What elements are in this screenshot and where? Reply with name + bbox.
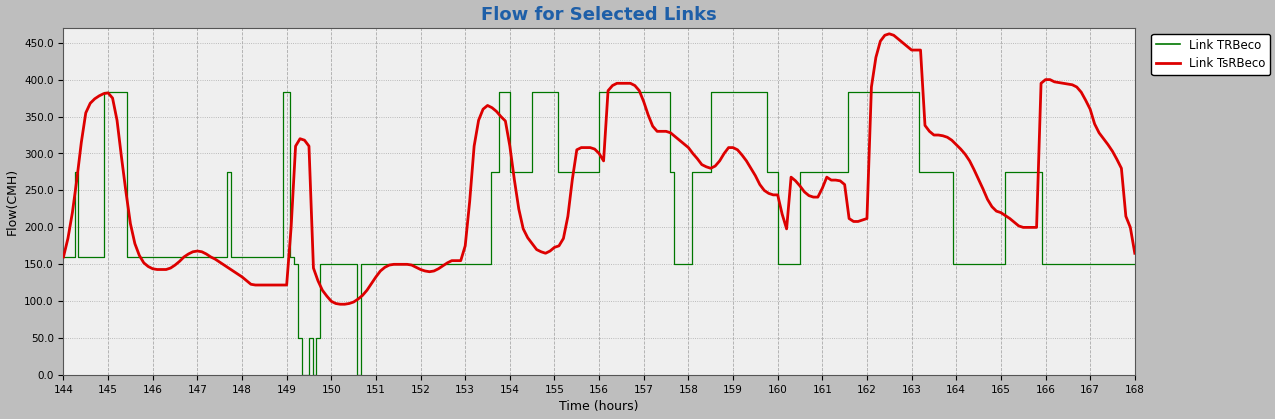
- Legend: Link TRBeco, Link TsRBeco: Link TRBeco, Link TsRBeco: [1151, 34, 1270, 75]
- Title: Flow for Selected Links: Flow for Selected Links: [481, 5, 717, 23]
- Y-axis label: Flow(CMH): Flow(CMH): [5, 168, 19, 235]
- X-axis label: Time (hours): Time (hours): [560, 401, 639, 414]
